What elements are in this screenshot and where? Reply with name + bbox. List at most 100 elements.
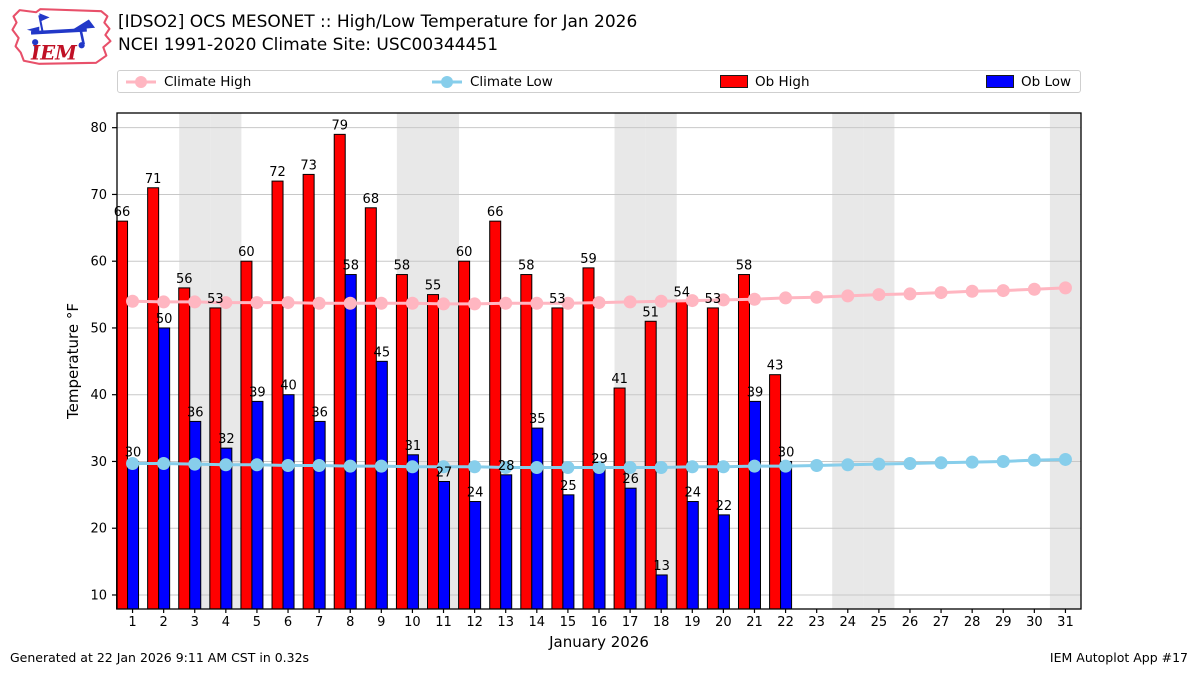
x-tick-label: 4 <box>222 615 230 630</box>
legend-entry-ob-low: Ob Low <box>986 71 1071 92</box>
x-tick-label: 21 <box>746 615 763 630</box>
x-tick-label: 2 <box>160 615 168 630</box>
ob-low-bar <box>189 420 202 610</box>
ob-high-value-label: 79 <box>331 118 348 133</box>
climate-high-marker <box>996 284 1010 298</box>
chart-subtitle: NCEI 1991-2020 Climate Site: USC00344451 <box>118 35 499 55</box>
climate-low-marker <box>343 459 357 473</box>
app-credit: IEM Autoplot App #17 <box>1049 650 1188 665</box>
ob-high-value-label: 59 <box>580 252 597 267</box>
ob-high-bar <box>520 274 533 610</box>
x-tick-label: 8 <box>346 615 354 630</box>
ob-high-bar <box>147 187 160 610</box>
ob-low-value-label: 45 <box>374 345 391 360</box>
ob-low-value-label: 36 <box>311 405 328 420</box>
ob-high-value-label: 53 <box>549 292 566 307</box>
ob-low-value-label: 22 <box>716 499 733 514</box>
x-tick-label: 15 <box>560 615 577 630</box>
ob-high-bar <box>706 307 719 610</box>
ob-high-value-label: 60 <box>238 245 255 260</box>
ob-low-bar <box>780 460 793 610</box>
ob-low-value-label: 24 <box>467 486 484 501</box>
ob-low-value-label: 31 <box>405 439 422 454</box>
ob-high-value-label: 60 <box>456 245 473 260</box>
x-tick-label: 7 <box>315 615 323 630</box>
climate-low-marker <box>126 456 140 470</box>
y-tick-label: 30 <box>90 455 107 470</box>
ob-high-value-label: 58 <box>736 259 753 274</box>
x-tick-label: 27 <box>933 615 950 630</box>
ob-high-value-label: 43 <box>767 359 784 374</box>
climate-high-marker <box>903 287 917 301</box>
tick-marks <box>112 127 1067 613</box>
climate-low-marker <box>312 458 326 472</box>
x-tick-label: 3 <box>191 615 199 630</box>
legend-entry-ob-high: Ob High <box>720 71 810 92</box>
climate-low-marker <box>437 460 451 474</box>
generated-timestamp: Generated at 22 Jan 2026 9:11 AM CST in … <box>10 650 310 665</box>
ob-low-bar <box>406 454 419 610</box>
x-tick-label: 18 <box>653 615 670 630</box>
x-tick-label: 5 <box>253 615 261 630</box>
x-tick-label: 29 <box>995 615 1012 630</box>
climate-low-marker <box>779 459 793 473</box>
climate-low-line-marker-icon <box>432 75 462 88</box>
ob-low-bar <box>562 494 575 610</box>
climate-low-marker <box>468 460 482 474</box>
iem-logo-text: IEM <box>30 42 78 65</box>
ob-low-value-label: 30 <box>778 445 795 460</box>
climate-high-marker <box>716 293 730 307</box>
ob-high-value-label: 58 <box>518 259 535 274</box>
legend-label-climate-high: Climate High <box>164 73 252 90</box>
ob-high-bar <box>458 260 471 610</box>
climate-low-marker <box>499 460 513 474</box>
tick-labels: 1 2 3 4 5 6 7 8 9 10 11 12 13 14 15 16 17 18 19 20 21 22 23 24 2… <box>90 121 1073 630</box>
ob-high-swatch-icon <box>720 75 748 88</box>
y-tick-label: 80 <box>90 121 107 136</box>
ob-low-bar <box>313 420 326 610</box>
ob-high-value-label: 71 <box>145 172 162 187</box>
chart-title-block: [IDSO2] OCS MESONET :: High/Low Temperat… <box>118 11 637 57</box>
climate-high-marker <box>530 296 544 310</box>
climate-high-marker <box>747 292 761 306</box>
chart-legend: Climate High Climate Low Ob High Ob Low <box>117 70 1081 93</box>
x-tick-label: 6 <box>284 615 292 630</box>
ob-high-bar <box>551 307 564 610</box>
climate-high-marker <box>1027 282 1041 296</box>
ob-high-bar <box>271 180 284 610</box>
x-tick-label: 31 <box>1057 615 1074 630</box>
weekend-band <box>1049 113 1081 609</box>
legend-label-ob-low: Ob Low <box>1021 73 1072 90</box>
iem-logo: IEM <box>11 8 112 65</box>
climate-low-marker <box>996 454 1010 468</box>
bar-labels: 66 71 56 53 60 72 73 79 68 58 55 60 66 58 53 59 41 51 54 53… <box>114 118 795 574</box>
ob-high-bar <box>302 173 315 610</box>
ob-low-value-label: 58 <box>342 259 359 274</box>
climate-high-marker <box>281 296 295 310</box>
ob-low-value-label: 40 <box>280 379 297 394</box>
climate-high-marker <box>468 297 482 311</box>
ob-high-value-label: 72 <box>269 165 286 180</box>
ob-low-bar <box>748 400 761 610</box>
ob-low-bar <box>593 467 606 610</box>
climate-low-line <box>126 452 1072 474</box>
ob-high-bar <box>209 307 222 610</box>
ob-low-bar <box>375 360 388 610</box>
ob-high-bar <box>333 133 346 610</box>
climate-low-marker <box>903 456 917 470</box>
climate-high-marker <box>126 294 140 308</box>
climate-high-marker <box>779 291 793 305</box>
ob-low-bar <box>655 574 668 610</box>
climate-low-marker <box>965 455 979 469</box>
ob-high-value-label: 66 <box>114 205 131 220</box>
x-tick-label: 19 <box>684 615 701 630</box>
ob-high-value-label: 53 <box>705 292 722 307</box>
ob-low-value-label: 29 <box>591 452 608 467</box>
ob-low-value-label: 50 <box>156 312 173 327</box>
x-tick-label: 14 <box>529 615 546 630</box>
climate-low-marker <box>810 458 824 472</box>
y-tick-label: 40 <box>90 388 107 403</box>
x-tick-label: 16 <box>591 615 608 630</box>
climate-low-marker <box>872 457 886 471</box>
ob-low-bar <box>531 427 544 610</box>
